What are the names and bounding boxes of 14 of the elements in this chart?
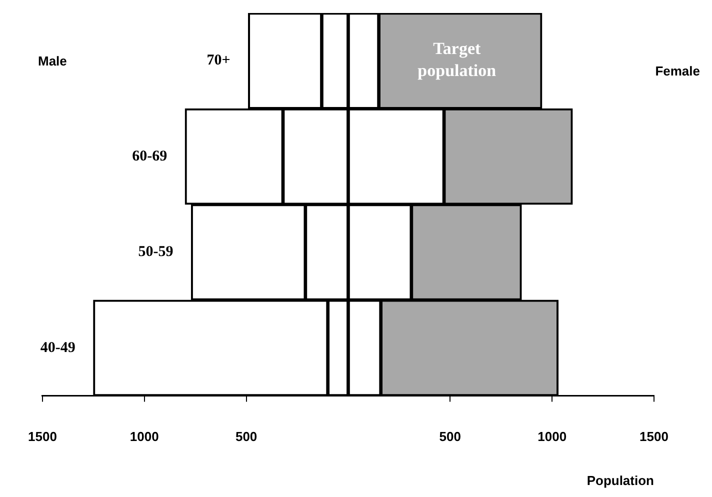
annotation: Male xyxy=(38,54,67,69)
x-tick-label: 500 xyxy=(235,429,258,444)
x-tick-label: 1500 xyxy=(640,429,668,444)
annotation: Target population xyxy=(418,39,497,80)
y-tick-label: 60-69 xyxy=(132,148,168,164)
y-tick-label: 50-59 xyxy=(138,244,174,260)
y-tick-label: 40-49 xyxy=(40,340,76,356)
x-axis-title: Population xyxy=(586,472,654,488)
text: Female xyxy=(655,64,700,79)
x-tick-label: 1500 xyxy=(28,429,57,444)
x-tick-label: 1000 xyxy=(538,429,567,444)
x-tick-label: 500 xyxy=(439,429,462,444)
x-tick-label: 1000 xyxy=(130,429,159,444)
y-tick-label: 70+ xyxy=(206,52,230,69)
